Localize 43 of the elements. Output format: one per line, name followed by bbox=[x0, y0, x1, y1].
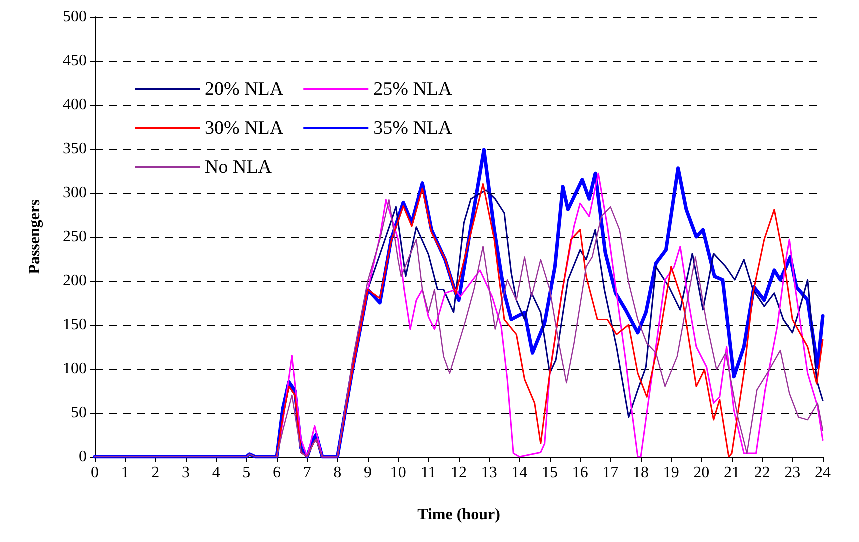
x-tick-label: 7 bbox=[303, 464, 312, 482]
x-tick-label: 20 bbox=[694, 464, 710, 482]
legend-label: No NLA bbox=[205, 157, 272, 178]
x-tick-label: 1 bbox=[121, 464, 130, 482]
legend-label: 20% NLA bbox=[205, 79, 284, 100]
y-tick-label: 200 bbox=[63, 272, 87, 290]
x-tick-label: 24 bbox=[815, 464, 831, 482]
x-tick-label: 6 bbox=[273, 464, 281, 482]
x-tick-label: 18 bbox=[633, 464, 649, 482]
x-tick-label: 2 bbox=[152, 464, 160, 482]
x-tick-label: 12 bbox=[451, 464, 467, 482]
y-tick-label: 250 bbox=[63, 228, 87, 246]
x-tick-label: 23 bbox=[784, 464, 801, 482]
x-tick-label: 17 bbox=[602, 464, 619, 482]
y-tick-label: 150 bbox=[63, 316, 87, 334]
x-tick-label: 22 bbox=[754, 464, 770, 482]
y-tick-label: 450 bbox=[63, 52, 87, 70]
y-tick-label: 300 bbox=[63, 184, 87, 202]
y-tick-label: 350 bbox=[63, 140, 87, 158]
x-axis-title: Time (hour) bbox=[418, 506, 500, 524]
x-tick-label: 13 bbox=[481, 464, 498, 482]
y-tick-label: 50 bbox=[71, 404, 87, 422]
x-tick-label: 4 bbox=[212, 464, 220, 482]
legend-label: 35% NLA bbox=[374, 118, 453, 139]
x-tick-label: 9 bbox=[364, 464, 372, 482]
x-tick-label: 16 bbox=[572, 464, 588, 482]
y-tick-label: 400 bbox=[63, 96, 87, 114]
x-tick-label: 3 bbox=[182, 464, 190, 482]
legend-label: 25% NLA bbox=[374, 79, 453, 100]
legend-label: 30% NLA bbox=[205, 118, 284, 139]
x-tick-label: 14 bbox=[512, 464, 528, 482]
x-tick-label: 5 bbox=[242, 464, 251, 482]
x-tick-label: 8 bbox=[334, 464, 342, 482]
x-tick-label: 10 bbox=[390, 464, 406, 482]
y-tick-label: 0 bbox=[79, 448, 87, 466]
y-tick-label: 500 bbox=[63, 8, 87, 26]
y-axis-title: Passengers bbox=[26, 200, 44, 274]
x-tick-label: 11 bbox=[420, 464, 436, 482]
x-tick-label: 19 bbox=[663, 464, 680, 482]
x-tick-label: 21 bbox=[724, 464, 740, 482]
x-tick-label: 0 bbox=[91, 464, 99, 482]
x-tick-label: 15 bbox=[542, 464, 558, 482]
y-tick-label: 100 bbox=[63, 360, 87, 378]
